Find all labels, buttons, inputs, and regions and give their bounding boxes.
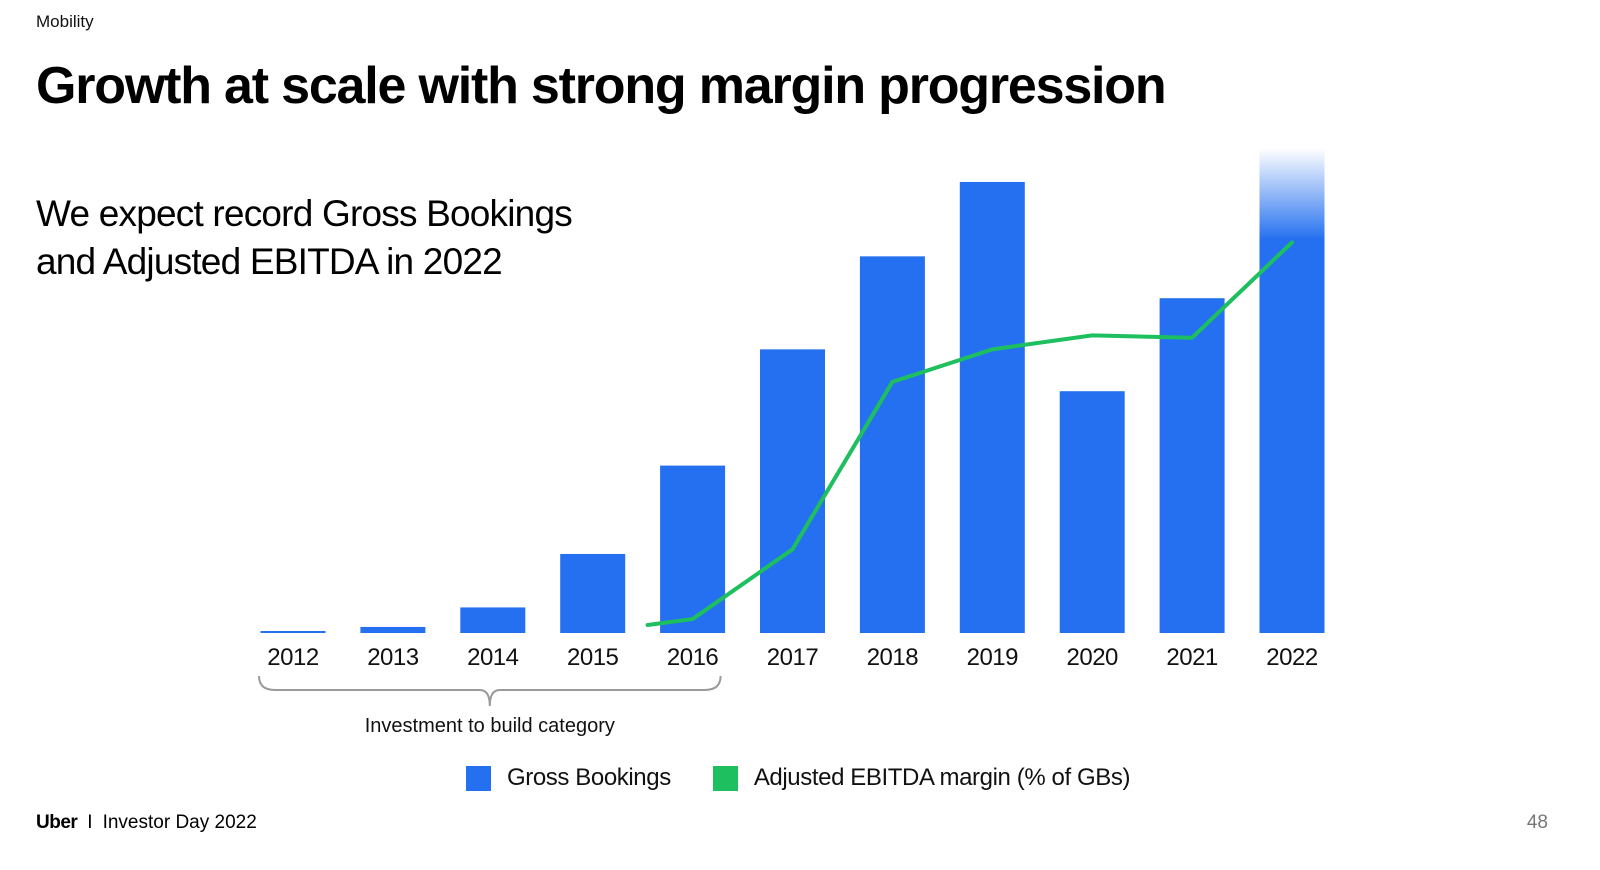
investment-bracket (258, 675, 722, 707)
x-tick-2014: 2014 (467, 644, 519, 671)
bar-group (260, 148, 1325, 633)
bar-2022-fade (1259, 148, 1325, 240)
bar-2013 (360, 626, 426, 633)
x-tick-2022: 2022 (1266, 644, 1318, 671)
legend-swatch-ebitda-margin (712, 765, 738, 791)
footer-event: Investor Day 2022 (102, 812, 257, 833)
legend-item-gross-bookings: Gross Bookings (466, 764, 671, 792)
footer-separator: I (87, 812, 93, 833)
bar-2021 (1159, 298, 1225, 633)
bar-2017 (760, 349, 825, 633)
x-tick-2020: 2020 (1067, 644, 1119, 671)
bar-2016 (660, 465, 726, 633)
subtitle-line-1: We expect record Gross Bookings (36, 193, 573, 234)
x-tick-2012: 2012 (267, 644, 319, 671)
x-tick-2015: 2015 (567, 644, 619, 671)
legend-label-ebitda-margin: Adjusted EBITDA margin (% of GBs) (753, 764, 1131, 791)
adjusted-ebitda-margin-line (645, 240, 1294, 627)
bar-2014 (460, 607, 526, 633)
x-tick-2013: 2013 (367, 644, 419, 671)
x-tick-2016: 2016 (667, 644, 719, 671)
subtitle: We expect record Gross Bookings and Adju… (36, 190, 573, 286)
subtitle-line-2: and Adjusted EBITDA in 2022 (36, 241, 503, 282)
legend-label-gross-bookings: Gross Bookings (507, 764, 671, 791)
bar-2022 (1259, 238, 1325, 633)
bar-2019 (959, 181, 1025, 633)
footer: Uber I Investor Day 2022 (36, 812, 257, 834)
page-title: Growth at scale with strong margin progr… (36, 57, 1167, 115)
x-axis-ticks: 2012 2013 2014 2015 2016 2017 2018 2019 2020 2021… (267, 644, 1318, 671)
gross-bookings-chart: 2012 2013 2014 2015 2016 2017 2018 2019 2020 2021… (258, 148, 1325, 737)
legend: Gross Bookings Adjusted EBITDA margin (%… (466, 764, 1172, 792)
x-tick-2018: 2018 (867, 644, 919, 671)
section-label: Mobility (36, 12, 94, 31)
bar-2020 (1059, 391, 1125, 633)
bar-2015 (560, 553, 626, 633)
investment-bracket-group: Investment to build category (258, 675, 722, 737)
bar-2012 (260, 631, 326, 633)
page-number: 48 (1526, 812, 1548, 833)
investment-bracket-label: Investment to build category (365, 715, 615, 737)
legend-swatch-gross-bookings (466, 765, 491, 791)
x-tick-2019: 2019 (967, 644, 1019, 671)
x-tick-2021: 2021 (1166, 644, 1218, 671)
uber-logo: Uber (36, 812, 78, 833)
bar-2018 (859, 256, 925, 633)
margin-line-group (645, 240, 1294, 627)
legend-item-ebitda-margin: Adjusted EBITDA margin (% of GBs) (712, 764, 1131, 792)
x-tick-2017: 2017 (767, 644, 819, 671)
